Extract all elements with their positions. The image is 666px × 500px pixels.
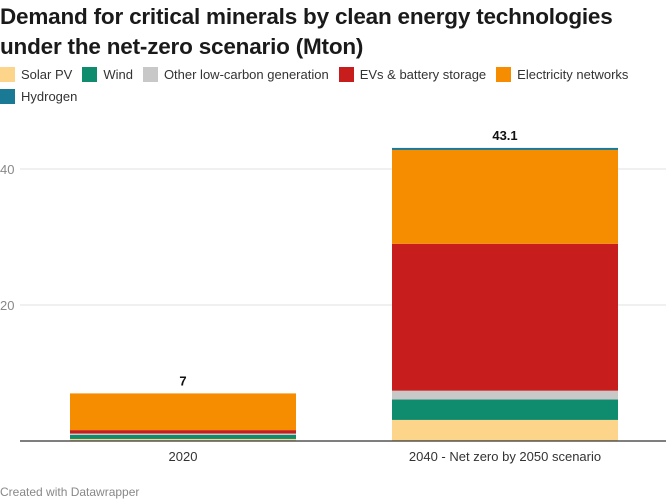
bar-segment	[392, 147, 618, 150]
legend-label: Hydrogen	[21, 88, 78, 104]
chart-title-line-1: Demand for critical minerals by clean en…	[0, 4, 613, 29]
legend-swatch	[82, 66, 98, 82]
legend-label: Solar PV	[21, 66, 73, 82]
legend-item: Electricity networks	[496, 65, 628, 83]
bar-segment	[70, 433, 296, 435]
legend-swatch	[142, 66, 158, 82]
bar-total-label: 7	[179, 373, 186, 388]
bar-segment	[70, 430, 296, 434]
bar-segment	[70, 434, 296, 439]
legend-label: EVs & battery storage	[359, 66, 487, 82]
bar-segment	[392, 399, 618, 420]
bar-total-label: 43.1	[492, 128, 517, 143]
bar-segment	[392, 243, 618, 391]
chart-title: Demand for critical minerals by clean en…	[0, 2, 660, 62]
chart-legend: Solar PV Wind Other low-carbon generation E…	[0, 65, 660, 105]
legend-item: Solar PV	[0, 65, 72, 83]
legend-swatch	[0, 88, 15, 104]
legend-swatch	[0, 66, 15, 82]
legend-swatch	[338, 66, 354, 82]
legend-label: Other low-carbon generation	[163, 66, 329, 82]
x-category-label: 2040 - Net zero by 2050 scenario	[409, 449, 601, 464]
bar-segment	[392, 390, 618, 400]
y-tick-label: 20	[0, 298, 14, 313]
x-category-label: 2020	[169, 449, 198, 464]
bar-segment	[70, 393, 296, 431]
legend-swatch	[496, 66, 512, 82]
bar-segment	[392, 149, 618, 244]
chart-title-line-2: under the net-zero scenario (Mton)	[0, 34, 364, 59]
legend-item: EVs & battery storage	[338, 65, 487, 83]
footer-credit: Created with Datawrapper	[0, 485, 140, 499]
legend-label: Electricity networks	[517, 66, 629, 82]
legend-item: Hydrogen	[0, 87, 77, 105]
legend-item: Wind	[82, 65, 133, 83]
y-tick-label: 40	[0, 162, 14, 177]
legend-label: Wind	[103, 66, 133, 82]
legend-item: Other low-carbon generation	[142, 65, 329, 83]
bar-segment	[392, 419, 618, 441]
bar-segment	[70, 438, 296, 441]
stacked-bar-chart: 20 40 7 2020 43.1 2040 - Net zero by 2050 sce…	[0, 128, 666, 464]
